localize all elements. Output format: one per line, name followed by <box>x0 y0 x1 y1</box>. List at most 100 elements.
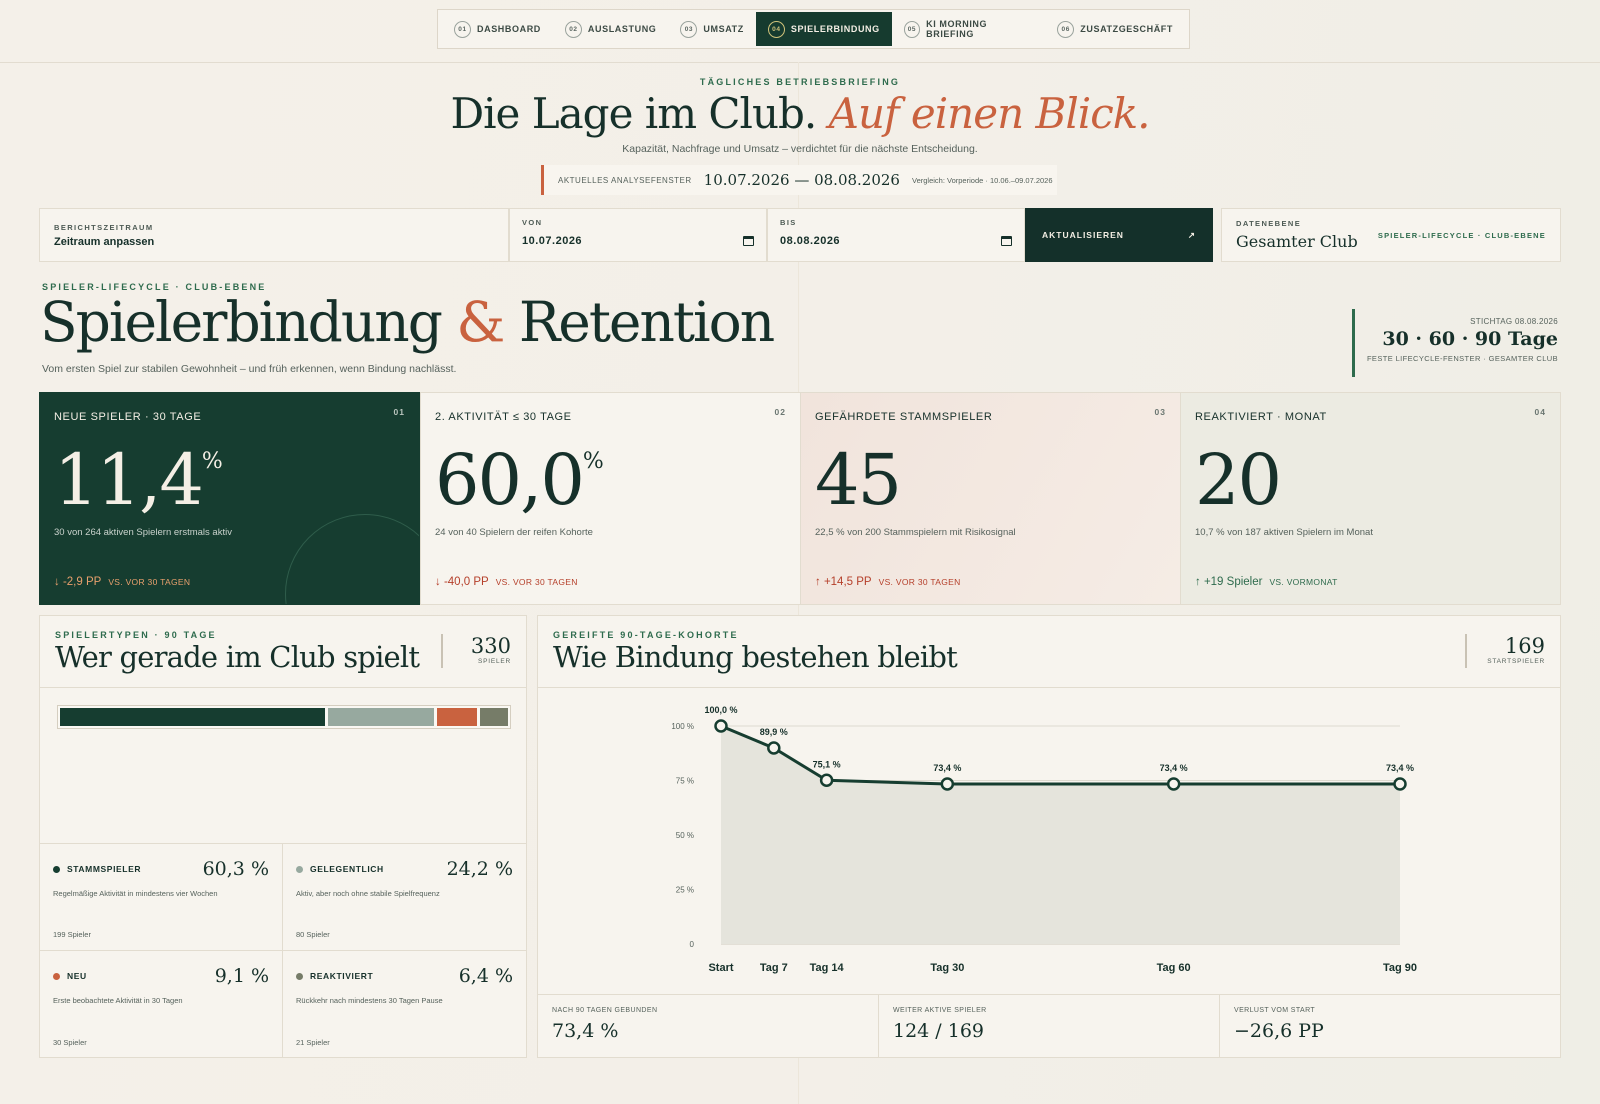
kpi-delta: ↓ -40,0 PP VS. VOR 30 TAGEN <box>435 576 578 588</box>
stichtag-box: STICHTAG 08.08.2026 30 · 60 · 90 Tage FE… <box>1352 309 1558 377</box>
type-count: 80 Spieler <box>296 930 330 939</box>
lifecycle-windows-sub: FESTE LIFECYCLE-FENSTER · GESAMTER CLUB <box>1366 354 1558 363</box>
footer-value: 124 / 169 <box>893 1020 985 1042</box>
update-label: AKTUALISIEREN <box>1042 230 1124 240</box>
page-title-main: Die Lage im Club. <box>450 89 817 138</box>
kpi-delta: ↑ +19 Spieler VS. VORMONAT <box>1195 576 1338 588</box>
data-level-tag: SPIELER-LIFECYCLE · CLUB-EBENE <box>1377 230 1546 240</box>
kpi-delta: ↑ +14,5 PP VS. VOR 30 TAGEN <box>815 576 961 588</box>
footer-bound-after-90: NACH 90 TAGEN GEBUNDEN 73,4 % <box>538 995 879 1058</box>
kpi-delta: ↓ -2,9 PP VS. VOR 30 TAGEN <box>54 576 190 588</box>
kpi-delta-compare: VS. VOR 30 TAGEN <box>878 577 961 587</box>
retention-value-label: 100,0 % <box>704 705 737 715</box>
legend-dot <box>53 972 60 980</box>
x-tick-label: Tag 7 <box>760 962 788 974</box>
main-nav: 01 DASHBOARD 02 AUSLASTUNG 03 UMSATZ 04 SPIE… <box>437 9 1190 49</box>
tab-zusatzgeschaeft[interactable]: 06 ZUSATZGESCHÄFT <box>1045 12 1185 46</box>
from-date-field[interactable]: VON 10.07.2026 <box>509 208 767 262</box>
type-percent: 60,3 % <box>202 858 269 880</box>
panel-divider <box>538 687 1560 688</box>
kpi-value-number: 20 <box>1195 439 1282 521</box>
stacked-bar-segment-stammspieler <box>60 708 325 726</box>
footer-label: WEITER AKTIVE SPIELER <box>893 1007 987 1014</box>
kpi-label: REAKTIVIERT · MONAT <box>1195 411 1327 423</box>
player-type-stammspieler: STAMMSPIELER 60,3 % Regelmäßige Aktivität… <box>40 844 283 951</box>
type-description: Regelmäßige Aktivität in mindestens vier… <box>53 889 218 898</box>
section-title-a: Spielerbindung <box>40 290 443 354</box>
type-count: 30 Spieler <box>53 1038 87 1047</box>
retention-point <box>1166 777 1181 791</box>
data-level-label: DATENEBENE <box>1236 219 1302 228</box>
update-button[interactable]: AKTUALISIEREN ↗ <box>1025 208 1213 262</box>
retention-area <box>721 726 1400 944</box>
retention-point <box>819 773 834 788</box>
section-title-b: Retention <box>518 290 775 354</box>
y-tick-label: 0 <box>690 940 695 949</box>
retention-point <box>767 741 781 755</box>
period-selector[interactable]: BERICHTSZEITRAUM Zeitraum anpassen <box>39 208 509 262</box>
tab-number: 03 <box>680 20 698 38</box>
x-tick-label: Start <box>708 962 733 974</box>
tab-number: 06 <box>1057 20 1075 38</box>
panel-count-unit: STARTSPIELER <box>1487 658 1545 665</box>
panel-count-unit: SPIELER <box>477 658 511 665</box>
type-percent: 24,2 % <box>446 858 513 880</box>
kpi-delta-compare: VS. VORMONAT <box>1269 577 1338 587</box>
kpi-value: 45 <box>815 445 1166 515</box>
type-percent: 9,1 % <box>214 965 269 987</box>
analysis-window: AKTUELLES ANALYSEFENSTER 10.07.2026 — 08… <box>541 165 1057 195</box>
page-subtitle: Kapazität, Nachfrage und Umsatz – verdic… <box>622 143 978 155</box>
panel-title: Wie Bindung bestehen bleibt <box>553 640 958 674</box>
period-value: Zeitraum anpassen <box>54 236 155 248</box>
y-tick-label: 50 % <box>676 831 694 840</box>
to-value: 08.08.2026 <box>780 235 841 247</box>
kpi-card-new-players: NEUE SPIELER · 30 TAGE 01 11,4% 30 von 2… <box>39 392 420 605</box>
retention-footer: NACH 90 TAGEN GEBUNDEN 73,4 % WEITER AKTI… <box>538 994 1560 1058</box>
stichtag-date: STICHTAG 08.08.2026 <box>1470 317 1558 326</box>
kpi-delta-value: ↑ +14,5 PP <box>815 576 872 588</box>
x-tick-label: Tag 14 <box>810 962 845 974</box>
calendar-icon[interactable] <box>1001 236 1012 246</box>
stacked-bar-segment-reaktiviert <box>479 708 508 726</box>
tab-number: 01 <box>454 20 471 38</box>
tab-auslastung[interactable]: 02 AUSLASTUNG <box>553 12 669 46</box>
panel-title: Wer gerade im Club spielt <box>55 640 420 674</box>
type-percent: 6,4 % <box>458 965 513 987</box>
retention-value-label: 73,4 % <box>1386 763 1414 773</box>
x-tick-label: Tag 30 <box>930 962 964 974</box>
tab-umsatz[interactable]: 03 UMSATZ <box>668 12 755 46</box>
retention-value-label: 73,4 % <box>933 763 961 773</box>
y-tick-label: 75 % <box>676 777 694 786</box>
data-level-selector[interactable]: DATENEBENE Gesamter Club SPIELER-LIFECYC… <box>1221 208 1561 262</box>
panel-count: 330 SPIELER <box>441 634 511 668</box>
data-level-value: Gesamter Club <box>1236 232 1358 251</box>
tab-ki-morning-briefing[interactable]: 05 KI MORNING BRIEFING <box>892 12 1046 46</box>
panel-divider <box>40 687 526 688</box>
stacked-bar-segment-neu <box>436 708 477 726</box>
retention-chart: 100 % 75 % 50 % 25 % 0 100,0 % Start 89,9 % Tag … <box>538 688 1560 988</box>
footer-value: −26,6 PP <box>1234 1020 1324 1042</box>
kpi-delta-value: ↓ -40,0 PP <box>435 576 489 588</box>
footer-loss-from-start: VERLUST VOM START −26,6 PP <box>1220 995 1560 1058</box>
retention-line <box>720 724 1400 786</box>
hero-eyebrow: TÄGLICHES BETRIEBSBRIEFING <box>699 77 901 87</box>
tab-spielerbindung[interactable]: 04 SPIELERBINDUNG <box>755 12 892 46</box>
tab-label: UMSATZ <box>703 24 744 34</box>
type-count: 21 Spieler <box>296 1038 330 1047</box>
type-name: GELEGENTLICH <box>310 864 384 874</box>
retention-value-label: 75,1 % <box>813 759 841 769</box>
to-date-field[interactable]: BIS 08.08.2026 <box>767 208 1025 262</box>
footer-still-active: WEITER AKTIVE SPIELER 124 / 169 <box>879 995 1220 1058</box>
from-label: VON <box>522 218 543 227</box>
tab-dashboard[interactable]: 01 DASHBOARD <box>442 12 553 46</box>
footer-value: 73,4 % <box>552 1020 619 1042</box>
panel-count-value: 330 <box>470 634 511 658</box>
kpi-value-number: 45 <box>815 439 902 521</box>
calendar-icon[interactable] <box>743 236 754 246</box>
retention-panel: GEREIFTE 90-TAGE-KOHORTE Wie Bindung bes… <box>537 615 1561 1058</box>
tab-number: 05 <box>903 20 921 38</box>
x-tick-label: Tag 90 <box>1383 962 1417 974</box>
kpi-card-reactivated: REAKTIVIERT · MONAT 04 20 10,7 % von 187… <box>1180 392 1561 605</box>
legend-dot <box>296 865 303 873</box>
retention-value-label: 73,4 % <box>1160 763 1188 773</box>
